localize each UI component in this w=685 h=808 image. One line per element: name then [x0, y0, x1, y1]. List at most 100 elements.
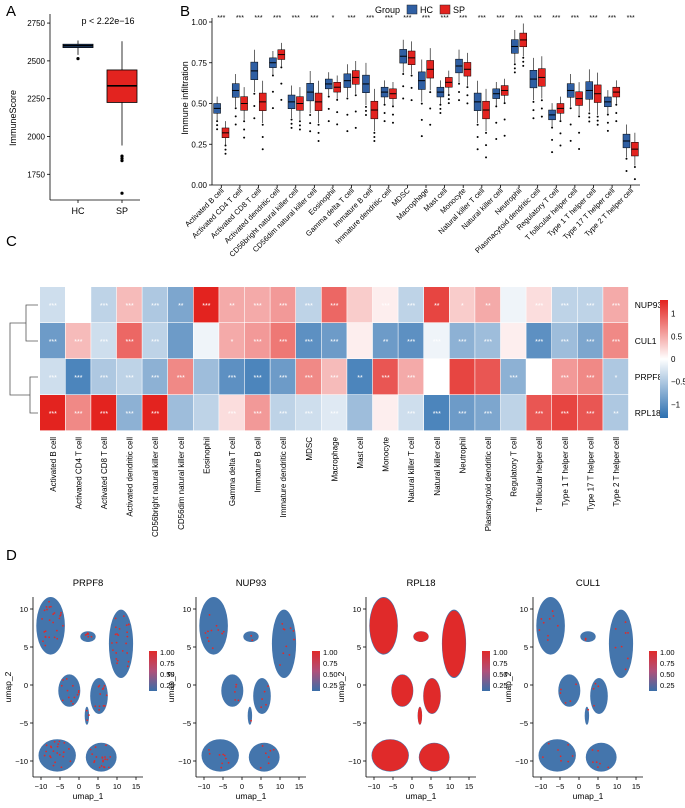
umap-cluster-highlight [391, 674, 413, 707]
outlier-point [578, 115, 581, 118]
umap-point [288, 654, 291, 656]
outlier-point [364, 105, 367, 108]
outlier-point [458, 82, 461, 85]
legend-hc-label: HC [420, 5, 433, 15]
umap-cluster [608, 609, 634, 678]
umap-colorbar-tick-label: 0.25 [660, 681, 675, 690]
column-label: Immature dendritic cell [279, 437, 288, 518]
umap-cluster [221, 674, 244, 707]
outlier-point [271, 74, 274, 77]
umap-cluster [199, 597, 228, 655]
umap-point [542, 621, 545, 624]
umap-cluster [538, 739, 576, 772]
umap-cluster [247, 706, 253, 725]
umap-point [106, 758, 109, 761]
outlier-point [559, 120, 562, 123]
outlier-point [615, 111, 618, 114]
heatmap-cell [40, 359, 65, 395]
column-label: Natural killer T cell [407, 437, 416, 503]
outlier-point [336, 111, 339, 114]
heatmap-cell [398, 359, 424, 395]
outlier-point [243, 128, 246, 131]
x-tick-label: −10 [35, 782, 48, 791]
umap-point [41, 618, 43, 620]
significance-mark: *** [627, 15, 635, 22]
outlier-point [540, 99, 543, 102]
outlier-point [532, 117, 535, 120]
umap-cluster [558, 674, 581, 707]
outlier-point [120, 154, 124, 158]
heatmap-star: *** [561, 411, 569, 418]
umap-point [101, 756, 104, 759]
umap-point [624, 621, 627, 623]
y-tick-label: 0.25 [191, 140, 207, 149]
umap-cluster-highlight [423, 678, 441, 714]
outlier-point [373, 131, 376, 134]
heatmap-star: *** [49, 375, 57, 382]
umap-point [65, 677, 68, 680]
umap-point [61, 699, 64, 702]
umap-point [584, 637, 587, 640]
umap-point [250, 719, 252, 722]
heatmap-star: *** [586, 339, 594, 346]
umap-point [111, 642, 113, 644]
heatmap-star: ** [357, 375, 363, 382]
umap-point [60, 684, 63, 687]
column-label: Neutrophil [458, 437, 467, 474]
umap-point [237, 699, 240, 702]
heatmap-cell [65, 287, 91, 323]
x-tick-label: 5 [259, 782, 263, 791]
outlier-point [596, 119, 599, 122]
heatmap-star: *** [458, 411, 466, 418]
x-tick-label: −10 [535, 782, 548, 791]
umap-point [107, 766, 110, 769]
outlier-point [280, 82, 283, 85]
panel-a-pvalue: p < 2.22e−16 [81, 16, 134, 26]
x-axis-label: umap_1 [573, 791, 604, 801]
outlier-point [402, 85, 405, 88]
heatmap-star: * [461, 303, 464, 310]
outlier-point [513, 63, 516, 66]
umap-point [552, 615, 555, 617]
colorbar [660, 300, 668, 418]
outlier-point [513, 67, 516, 70]
outlier-point [224, 144, 227, 147]
outlier-point [420, 102, 423, 105]
significance-mark: *** [608, 15, 616, 22]
umap-point [94, 746, 97, 748]
significance-mark: *** [441, 15, 449, 22]
panel-c-heatmap: *** *** *** *** ** *** ** *** *** *** *** *** *** ** *… [9, 287, 685, 537]
umap-point [217, 629, 220, 631]
panel-b-boxplot: Immune infiltration Group HC SP 0.00 0.25… [180, 4, 640, 259]
heatmap-cell [398, 323, 424, 359]
outlier-point [317, 140, 320, 143]
umap-point [48, 619, 51, 622]
umap-point [58, 753, 61, 756]
umap-point [546, 639, 549, 641]
heatmap-star: *** [254, 339, 262, 346]
umap-point [50, 746, 53, 749]
umap-point [68, 748, 70, 750]
umap-point [289, 627, 292, 630]
heatmap-star: *** [407, 375, 415, 382]
outlier-point [485, 144, 488, 147]
heatmap-cell [168, 323, 193, 359]
outlier-point [569, 139, 572, 142]
umap-point [53, 612, 56, 614]
umap-point [56, 752, 59, 754]
heatmap-cell [526, 395, 552, 431]
x-axis-label: umap_1 [73, 791, 104, 801]
umap-point [626, 657, 629, 660]
heatmap-cell [296, 287, 321, 323]
heatmap-cell [116, 323, 142, 359]
umap-point [87, 714, 90, 716]
heatmap-cell [296, 323, 321, 359]
y-tick-label: 10 [520, 605, 528, 614]
umap-point [624, 668, 627, 671]
y-tick-label: 10 [183, 605, 191, 614]
outlier-point [559, 144, 562, 147]
heatmap-star: ** [229, 303, 235, 310]
heatmap-cell [372, 287, 398, 323]
umap-point [599, 762, 601, 765]
umap-cluster-highlight [372, 739, 409, 772]
